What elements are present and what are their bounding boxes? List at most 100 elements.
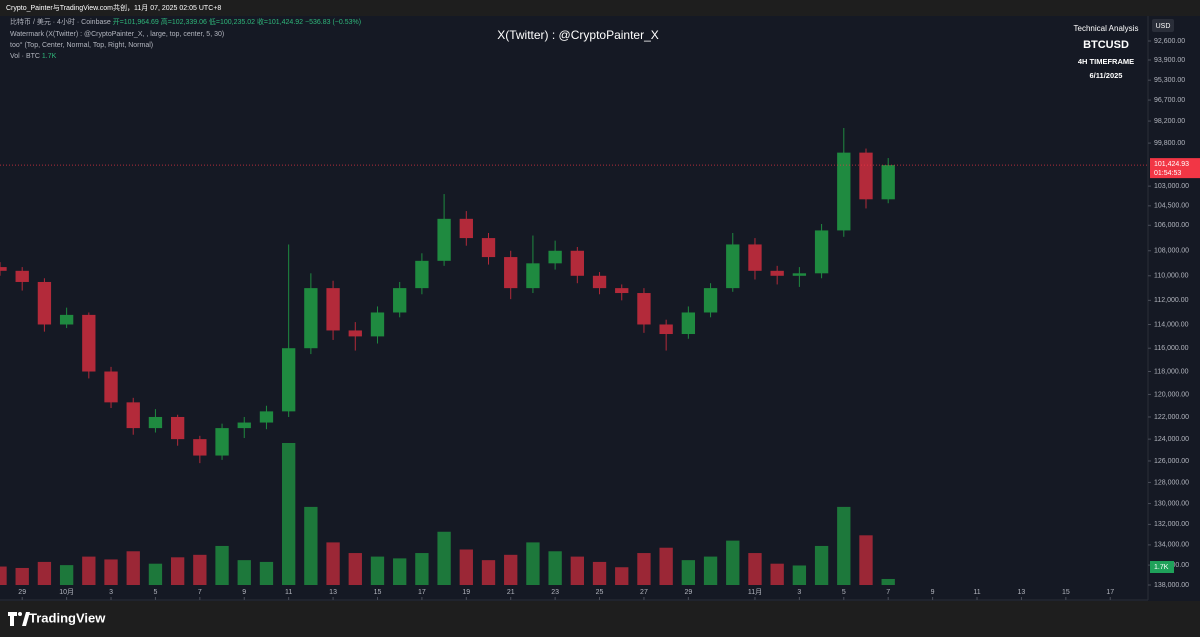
candle-body: [82, 314, 96, 372]
y-tick-label: 106,000.00: [1154, 222, 1189, 229]
volume-bar: [526, 542, 540, 585]
watermark: X(Twitter) : @CryptoPainter_X: [497, 28, 659, 42]
volume-bar: [193, 554, 207, 585]
volume-bar: [659, 547, 673, 585]
volume-bar: [215, 545, 229, 585]
candle-body: [304, 288, 318, 349]
candle-body: [570, 250, 584, 276]
y-tick-label: 112,000.00: [1154, 297, 1189, 304]
candle-body: [703, 288, 718, 313]
candle-body: [859, 152, 873, 200]
volume-bar: [881, 578, 895, 585]
x-tick-label: 27: [640, 589, 648, 596]
candle-body: [481, 238, 496, 258]
legend-close: 收=101,424.92: [257, 17, 303, 26]
candle-body: [0, 267, 7, 271]
volume-bar: [748, 553, 762, 585]
candle-body: [592, 275, 607, 289]
x-tick-label: 17: [418, 589, 426, 596]
y-tick-label: 92,600.00: [1154, 38, 1185, 45]
volume-bar: [592, 561, 607, 585]
volume-bar: [170, 557, 185, 585]
y-tick-label: 118,000.00: [1154, 368, 1189, 375]
candle-body: [726, 244, 740, 289]
volume-bar: [348, 553, 362, 585]
candle-body: [215, 428, 229, 456]
candle-body: [126, 402, 140, 429]
info-date: 6/11/2025: [1090, 71, 1123, 80]
x-tick-label: 15: [374, 589, 382, 596]
x-tick-label: 3: [797, 589, 801, 596]
y-tick-label: 116,000.00: [1154, 345, 1189, 352]
legend-volume-value: 1.7K: [42, 53, 57, 60]
legend-low: 低=100,235.02: [209, 17, 255, 26]
x-tick-label: 13: [329, 589, 337, 596]
y-tick-label: 122,000.00: [1154, 414, 1189, 421]
candle-body: [282, 348, 296, 412]
brand-name: TradingView: [29, 610, 106, 625]
legend-open: 开=101,964.69: [113, 18, 159, 26]
y-tick-label: 130,000.00: [1154, 500, 1189, 507]
candle-body: [526, 263, 540, 289]
volume-bar: [326, 542, 340, 585]
candle-body: [637, 293, 651, 325]
volume-bar: [37, 561, 52, 585]
x-tick-label: 3: [109, 589, 113, 596]
volume-bar: [681, 560, 696, 585]
volume-bar: [703, 556, 718, 585]
x-tick-label: 21: [507, 589, 515, 596]
y-tick-label: 126,000.00: [1154, 458, 1189, 465]
x-tick-label: 23: [551, 589, 559, 596]
volume-bar: [370, 556, 385, 585]
candle-body: [814, 230, 829, 274]
legend-indicator: too° (Top, Center, Normal, Top, Right, N…: [10, 41, 153, 49]
candle-body: [615, 288, 629, 294]
volume-bar: [237, 560, 251, 585]
volume-bar: [837, 506, 851, 585]
volume-bar: [259, 561, 274, 585]
volume-bar: [726, 540, 740, 585]
y-tick-label: 99,800.00: [1154, 140, 1185, 147]
y-tick-label: 128,000.00: [1154, 479, 1189, 486]
candle-body: [348, 330, 362, 337]
top-bar-text: Crypto_Painter与TradingView.com共创，11月 07,…: [6, 3, 221, 12]
volume-bar: [859, 535, 873, 585]
currency[interactable]: USD: [1156, 23, 1171, 30]
y-tick-label: 104,500.00: [1154, 203, 1189, 210]
volume-bar: [393, 558, 407, 585]
candle-body: [659, 324, 673, 335]
x-tick-label: 19: [462, 589, 470, 596]
candle-body: [792, 273, 807, 276]
volume-bar: [615, 567, 629, 585]
volume-bar: [437, 531, 451, 585]
x-tick-label: 9: [242, 589, 246, 596]
volume-bar: [792, 565, 807, 585]
bottom-bar: [0, 601, 1200, 637]
y-tick-label: 110,000.00: [1154, 273, 1189, 280]
candle-body: [681, 312, 696, 335]
y-tick-label: 138,000.00: [1154, 582, 1189, 589]
volume-bar: [282, 443, 296, 585]
brand-logo: [8, 612, 30, 626]
x-tick-label: 17: [1106, 589, 1114, 596]
candle-body: [437, 218, 451, 261]
info-title: Technical Analysis: [1074, 24, 1139, 33]
currency-box[interactable]: [1152, 19, 1174, 32]
x-tick-label: 13: [1018, 589, 1026, 596]
candle-body: [415, 260, 429, 289]
x-tick-label: 9: [931, 589, 935, 596]
legend-volume: Vol · BTC: [10, 53, 40, 60]
volume-bar: [570, 556, 584, 585]
candle-body: [459, 218, 473, 239]
candle-body: [393, 288, 407, 313]
volume-bar: [0, 566, 7, 585]
candle-body: [237, 422, 251, 429]
top-bar: [0, 0, 1200, 16]
x-tick-label: 7: [198, 589, 202, 596]
x-tick-label: 5: [842, 589, 846, 596]
x-tick-label: 11: [973, 589, 980, 596]
volume-bar: [126, 551, 140, 585]
volume-badge: [1150, 561, 1174, 573]
volume-bar: [504, 554, 518, 585]
legend-line: 比特币 / 美元 · 4小时 · Coinbase 开=101,964.69 高…: [10, 17, 361, 26]
